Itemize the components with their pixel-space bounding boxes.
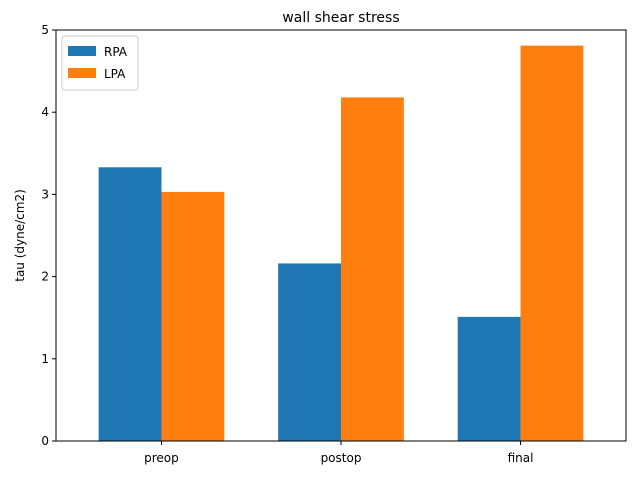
bar-lpa-final: [520, 45, 584, 441]
legend: RPA LPA: [61, 35, 139, 91]
y-tick-label: 4: [41, 105, 49, 119]
bar-rpa-postop: [278, 263, 341, 441]
y-tick-label: 1: [41, 352, 49, 366]
legend-label-lpa: LPA: [104, 67, 126, 81]
x-tick-label-postop: postop: [321, 451, 362, 465]
y-tick-label: 2: [41, 270, 49, 284]
legend-swatch-rpa: [68, 46, 96, 56]
y-axis-label: tau (dyne/cm2): [13, 189, 27, 282]
chart-title: wall shear stress: [282, 10, 399, 26]
bar-rpa-preop: [98, 167, 162, 442]
legend-swatch-lpa: [68, 68, 96, 78]
bar-lpa-postop: [341, 97, 404, 442]
bar-rpa-final: [457, 316, 521, 441]
x-tick-label-final: final: [508, 451, 534, 465]
x-tick-label-preop: preop: [144, 451, 179, 465]
bar-lpa-preop: [161, 191, 225, 441]
x-axis-ticks: preop postop final: [144, 441, 533, 465]
y-axis-ticks: 0 1 2 3 4 5: [41, 23, 56, 448]
bars: [98, 45, 584, 442]
y-tick-label: 0: [41, 434, 49, 448]
y-tick-label: 5: [41, 23, 49, 37]
y-tick-label: 3: [41, 187, 49, 201]
legend-label-rpa: RPA: [104, 45, 128, 59]
